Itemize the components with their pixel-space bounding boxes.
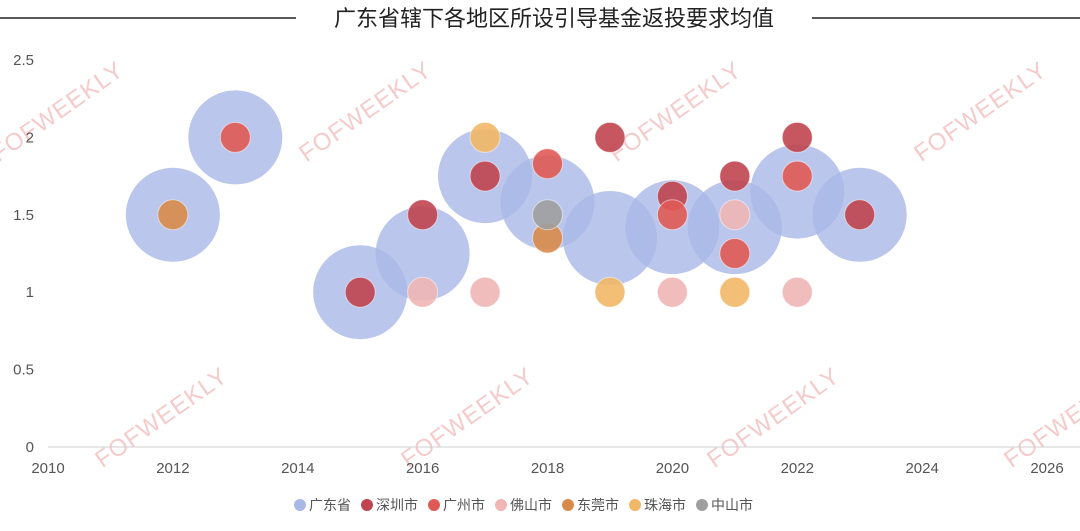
bubble-series-2: [781, 160, 813, 192]
x-tick-label: 2018: [531, 460, 564, 477]
legend-marker-4: [562, 499, 574, 511]
bubble-series-1: [781, 121, 813, 153]
watermark-text: FOFWEEKLY: [294, 56, 437, 167]
bubble-series-5: [594, 276, 626, 308]
bubble-series-5: [469, 121, 501, 153]
bubble-series-2: [656, 199, 688, 231]
watermark-text: FOFWEEKLY: [702, 362, 845, 473]
bubble-series-3: [781, 276, 813, 308]
legend-label-6: 中山市: [711, 497, 753, 514]
legend-marker-6: [696, 499, 708, 511]
legend-marker-3: [495, 499, 507, 511]
bubble-series-1: [594, 121, 626, 153]
x-tick-label: 2010: [31, 460, 64, 477]
x-tick-label: 2014: [281, 460, 314, 477]
bubble-series-1: [344, 276, 376, 308]
watermark-layer: FOFWEEKLY FOFWEEKLY FOFWEEKLY FOFWEEKLY FOFW…: [0, 56, 1080, 473]
x-axis-ticks: 2010 2012 2014 2016 2018 2020 2022 2024 2026: [31, 460, 1063, 477]
y-tick-label: 1: [26, 284, 34, 301]
watermark-text: FOFWEEKLY: [396, 362, 539, 473]
legend-marker-1: [361, 499, 373, 511]
x-tick-label: 2024: [905, 460, 938, 477]
legend-label-1: 深圳市: [376, 497, 418, 514]
bubble-series-4: [157, 199, 189, 231]
bubble-series-3: [656, 276, 688, 308]
x-tick-label: 2012: [156, 460, 189, 477]
bubble-series-6: [532, 199, 563, 231]
x-tick-label: 2026: [1030, 460, 1063, 477]
legend-label-0: 广东省: [309, 498, 351, 514]
legend-marker-0: [294, 499, 306, 511]
bubble-series-1: [469, 160, 501, 192]
y-tick-label: 0: [26, 439, 34, 456]
y-tick-label: 0.5: [13, 362, 34, 379]
legend-label-2: 广州市: [443, 497, 485, 514]
bubble-series-2: [219, 121, 251, 153]
chart-title: 广东省辖下各地区所设引导基金返投要求均值: [334, 7, 774, 32]
bubble-series-2: [532, 148, 563, 180]
y-tick-label: 2.5: [13, 52, 34, 69]
bubble-series-0: [375, 206, 470, 301]
bubble-series-3: [469, 276, 501, 308]
legend-label-5: 珠海市: [644, 497, 686, 514]
watermark-text: FOFWEEKLY: [604, 56, 747, 167]
watermark-text: FOFWEEKLY: [999, 362, 1080, 473]
bubble-series-3: [719, 199, 751, 231]
watermark-text: FOFWEEKLY: [0, 56, 129, 167]
bubble-series-5: [719, 276, 751, 308]
bubble-series-2: [719, 238, 751, 269]
y-tick-label: 1.5: [13, 207, 34, 224]
x-tick-label: 2016: [406, 460, 439, 477]
watermark-text: FOFWEEKLY: [90, 362, 233, 473]
y-tick-label: 2: [26, 129, 34, 146]
bubble-series-1: [407, 199, 439, 231]
legend-label-3: 佛山市: [510, 497, 552, 514]
data-points: [125, 90, 907, 340]
legend-marker-2: [428, 499, 440, 511]
bubble-series-1: [719, 160, 751, 192]
y-axis-ticks: 0 0.5 1 1.5 2 2.5: [13, 52, 34, 456]
x-tick-label: 2022: [781, 460, 814, 477]
bubble-series-3: [407, 276, 439, 308]
legend: 广东省 深圳市 广州市 佛山市 东莞市 珠海市 中山市: [294, 497, 753, 514]
bubble-series-1: [844, 199, 876, 231]
legend-label-4: 东莞市: [577, 497, 619, 514]
legend-marker-5: [629, 499, 641, 511]
x-tick-label: 2020: [656, 460, 689, 477]
watermark-text: FOFWEEKLY: [909, 56, 1052, 167]
